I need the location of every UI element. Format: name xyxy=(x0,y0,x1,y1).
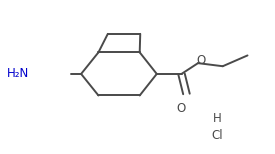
Text: H: H xyxy=(213,112,222,125)
Text: O: O xyxy=(196,54,205,67)
Text: O: O xyxy=(176,102,186,115)
Text: Cl: Cl xyxy=(211,129,223,142)
Text: H₂N: H₂N xyxy=(7,67,29,80)
